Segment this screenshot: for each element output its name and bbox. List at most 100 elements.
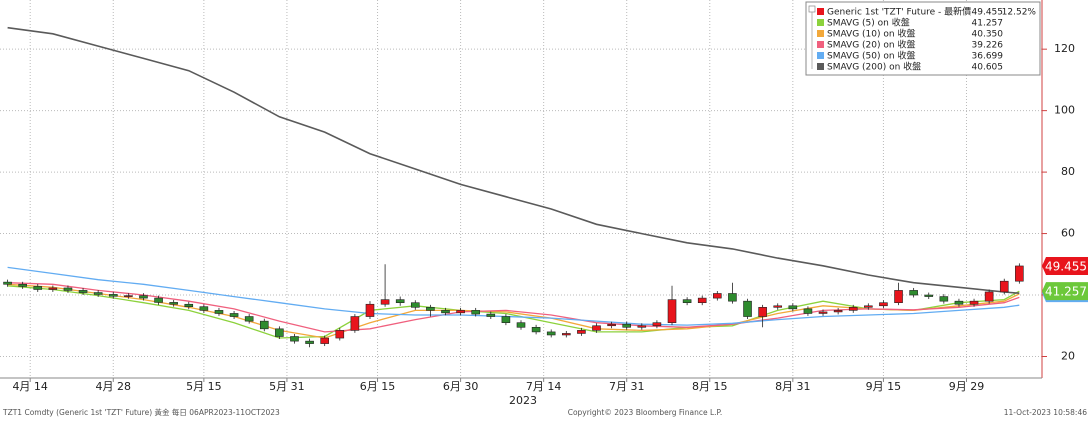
candle-body xyxy=(335,330,345,339)
candle-body xyxy=(259,320,269,330)
legend-swatch xyxy=(817,52,824,59)
y-tick-label: 20 xyxy=(1061,349,1075,362)
candle-body xyxy=(350,316,360,331)
legend-value: 41.257 xyxy=(972,19,1004,29)
legend-value: 39.226 xyxy=(972,41,1004,51)
x-tick-label: 5月 15 xyxy=(186,380,222,393)
footer-right: 11-Oct-2023 10:58:46 xyxy=(1004,408,1088,417)
candle-body xyxy=(18,283,27,287)
legend-label: SMAVG (50) on 收盤 xyxy=(827,50,915,62)
y-tick-label: 100 xyxy=(1054,104,1075,117)
candle-body xyxy=(788,305,798,310)
legend-label: Generic 1st 'TZT' Future - 最新價 xyxy=(827,6,971,18)
candle-body xyxy=(577,330,586,334)
x-tick-label: 7月 31 xyxy=(609,380,645,393)
candle-body xyxy=(3,281,12,285)
candle-body xyxy=(501,316,511,323)
candle-body xyxy=(365,303,375,317)
candle-body xyxy=(682,299,692,304)
value-tag-label: 41.257 xyxy=(1045,285,1087,299)
value-tag xyxy=(1042,256,1088,275)
candle-body xyxy=(713,293,722,299)
candle-body xyxy=(48,287,58,290)
y-tick-label: 60 xyxy=(1061,227,1075,240)
candle-body xyxy=(305,340,314,344)
candle-body xyxy=(244,316,254,322)
legend-label: SMAVG (20) on 收盤 xyxy=(827,39,915,51)
candle-body xyxy=(214,310,224,314)
candle-body xyxy=(139,295,148,299)
legend-swatch xyxy=(817,63,824,70)
sma-line xyxy=(7,282,1020,333)
legend-swatch xyxy=(817,30,824,37)
candle-body xyxy=(169,302,178,305)
value-tag-label: 49.455 xyxy=(1045,259,1087,273)
candle-body xyxy=(637,325,647,328)
x-tick-label: 4月 28 xyxy=(96,380,132,393)
candle-body xyxy=(63,287,73,291)
candle-body xyxy=(199,306,209,311)
candle-body xyxy=(833,310,843,313)
x-tick-label: 6月 30 xyxy=(443,380,479,393)
candle-body xyxy=(773,305,783,308)
x-tick-label: 5月 31 xyxy=(269,380,305,393)
candle-body xyxy=(667,299,677,323)
candle-body xyxy=(441,310,450,314)
candle-body xyxy=(320,337,329,344)
candle-body xyxy=(758,307,767,317)
x-tick-label: 4月 14 xyxy=(12,380,48,393)
footer-left: TZT1 Comdty (Generic 1st 'TZT' Future) 黃… xyxy=(2,407,280,417)
candle-body xyxy=(848,307,858,311)
candle-body xyxy=(879,302,888,307)
legend-value: 40.350 xyxy=(972,30,1004,40)
candle-body xyxy=(984,291,994,302)
legend-swatch xyxy=(817,19,824,26)
candle-body xyxy=(652,322,662,327)
legend-value: 36.699 xyxy=(972,52,1004,62)
candle-body xyxy=(728,293,737,302)
candle-body xyxy=(124,295,133,297)
candle-body xyxy=(456,310,465,314)
x-tick-label: 9月 15 xyxy=(866,380,902,393)
y-tick-label: 80 xyxy=(1061,165,1075,178)
candle-body xyxy=(486,313,496,317)
x-tick-label: 8月 15 xyxy=(692,380,728,393)
candle-body xyxy=(894,290,903,304)
candle-body xyxy=(939,296,949,302)
x-axis-label: 2023 xyxy=(509,394,537,407)
candle-body xyxy=(546,331,556,336)
candle-body xyxy=(275,328,284,337)
candle-body xyxy=(78,290,88,293)
candle-body xyxy=(562,333,571,336)
sma-line xyxy=(7,26,1020,294)
candle-body xyxy=(410,302,420,308)
footer-center: Copyright© 2023 Bloomberg Finance L.P. xyxy=(568,408,723,417)
candle-body xyxy=(380,299,390,305)
x-tick-label: 8月 31 xyxy=(775,380,811,393)
legend-label: SMAVG (5) on 收盤 xyxy=(827,17,910,29)
candles xyxy=(3,263,1024,348)
candle-body xyxy=(108,294,118,297)
candle-body xyxy=(426,307,435,311)
legend-value: 40.605 xyxy=(972,63,1004,73)
legend-swatch xyxy=(817,41,824,48)
legend-value: 49.455 xyxy=(972,8,1004,18)
legend-box xyxy=(805,1,1041,76)
overlays xyxy=(7,26,1020,339)
candle-body xyxy=(818,311,828,314)
candle-body xyxy=(1015,265,1024,282)
candle-body xyxy=(154,297,163,303)
candle-body xyxy=(471,310,480,315)
legend: Generic 1st 'TZT' Future - 最新價 49.455 12… xyxy=(805,1,1041,76)
candle-body xyxy=(697,297,707,304)
candle-body xyxy=(516,322,526,328)
candle-body xyxy=(531,326,541,333)
candle-body xyxy=(969,300,979,305)
legend-label: SMAVG (10) on 收盤 xyxy=(827,28,915,40)
candle-body xyxy=(803,308,813,314)
candle-body xyxy=(924,294,934,297)
value-tag xyxy=(1042,282,1088,301)
candle-body xyxy=(395,299,405,304)
